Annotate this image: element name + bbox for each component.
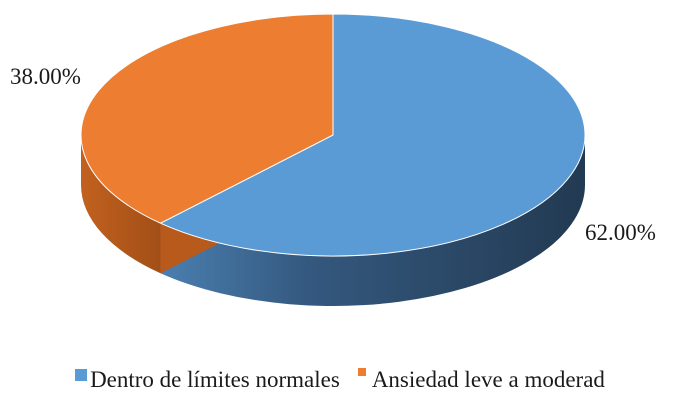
legend: Dentro de límites normales Ansiedad leve… <box>0 364 680 396</box>
slice-anxiety <box>80 13 334 224</box>
legend-item-anxiety: Ansiedad leve a moderad <box>357 367 605 393</box>
legend-label-normal: Dentro de límites normales <box>90 367 340 392</box>
legend-label-anxiety: Ansiedad leve a moderad <box>371 367 605 392</box>
slice-anxiety-side <box>81 135 161 274</box>
data-label-anxiety: 38.00% <box>10 64 81 89</box>
legend-swatch-blue <box>75 369 88 381</box>
data-label-normal: 62.00% <box>585 220 656 245</box>
slice-normal-side <box>160 135 585 306</box>
slice-normal <box>159 13 586 257</box>
legend-swatch-orange <box>357 368 366 376</box>
legend-item-normal: Dentro de límites normales <box>75 367 340 393</box>
